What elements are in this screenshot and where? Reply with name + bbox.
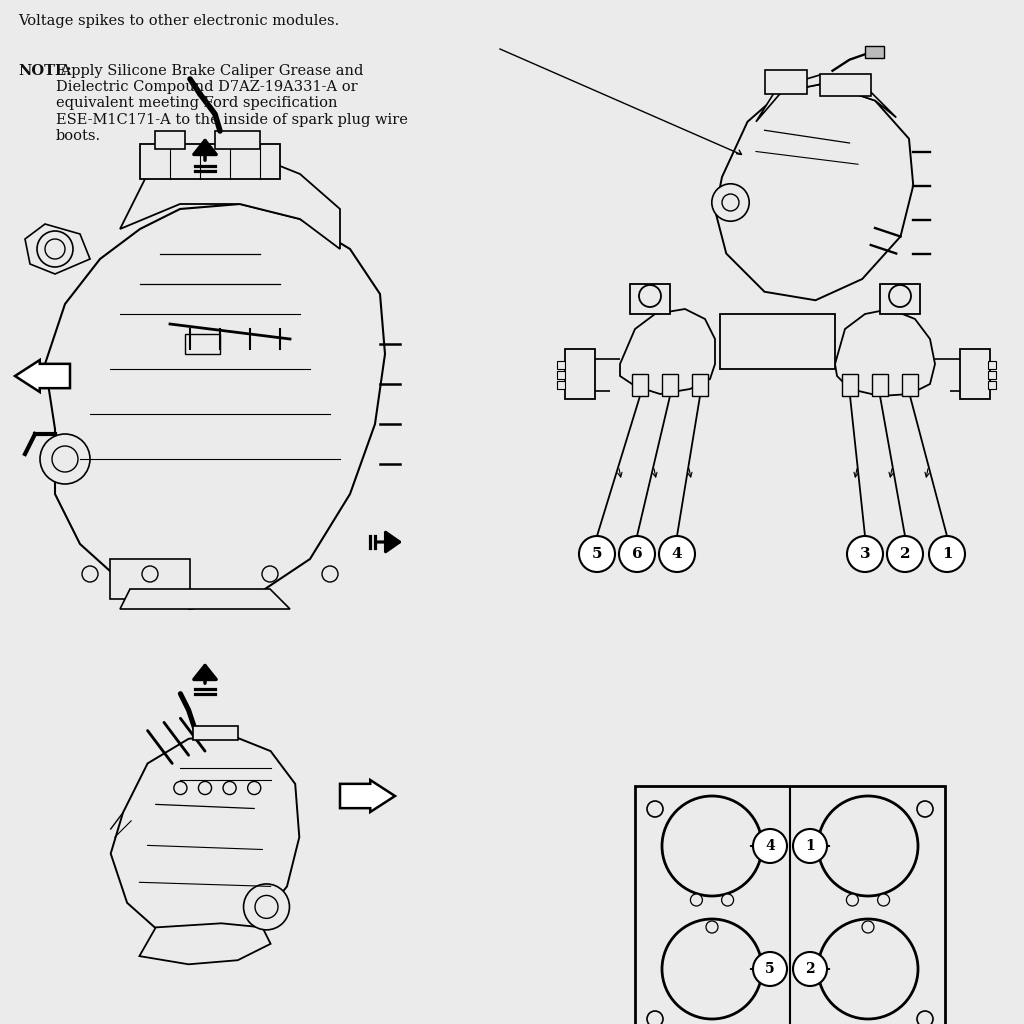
Circle shape [647,1011,663,1024]
FancyBboxPatch shape [557,361,565,369]
Circle shape [662,919,762,1019]
FancyBboxPatch shape [692,374,708,396]
Circle shape [174,781,187,795]
Circle shape [142,566,158,582]
Circle shape [862,921,874,933]
Text: 4: 4 [672,547,682,561]
Circle shape [753,952,787,986]
Polygon shape [25,224,90,274]
FancyBboxPatch shape [110,559,190,599]
FancyBboxPatch shape [720,314,835,369]
Text: Voltage spikes to other electronic modules.: Voltage spikes to other electronic modul… [18,14,339,28]
Circle shape [248,781,261,795]
Circle shape [793,952,827,986]
Text: 2: 2 [900,547,910,561]
Circle shape [647,801,663,817]
FancyBboxPatch shape [988,371,996,379]
Polygon shape [715,84,913,300]
Circle shape [659,536,695,572]
Text: 5: 5 [765,962,775,976]
Circle shape [918,1011,933,1024]
Polygon shape [630,284,670,314]
FancyBboxPatch shape [557,381,565,389]
Circle shape [82,566,98,582]
Circle shape [929,536,965,572]
Text: 1: 1 [942,547,952,561]
Circle shape [690,894,702,906]
Circle shape [918,801,933,817]
Circle shape [37,231,73,267]
Circle shape [662,796,762,896]
FancyBboxPatch shape [632,374,648,396]
Polygon shape [835,309,935,396]
Polygon shape [120,154,340,249]
Text: 6: 6 [632,547,642,561]
FancyBboxPatch shape [635,786,945,1024]
Text: Apply Silicone Brake Caliper Grease and
Dielectric Compound D7AZ-19A331-A or
equ: Apply Silicone Brake Caliper Grease and … [56,63,408,142]
Text: NOTE:: NOTE: [18,63,72,78]
FancyBboxPatch shape [185,334,220,354]
Polygon shape [120,589,290,609]
Circle shape [818,919,918,1019]
Polygon shape [15,360,70,392]
Circle shape [262,566,278,582]
FancyBboxPatch shape [961,349,990,399]
FancyBboxPatch shape [765,70,807,94]
Circle shape [706,921,718,933]
Circle shape [753,829,787,863]
FancyBboxPatch shape [988,381,996,389]
Circle shape [712,183,750,221]
Polygon shape [880,284,920,314]
Polygon shape [45,204,385,609]
Polygon shape [139,924,270,965]
FancyBboxPatch shape [902,374,918,396]
Text: 5: 5 [592,547,602,561]
Circle shape [40,434,90,484]
Circle shape [199,781,212,795]
Text: 1: 1 [805,839,815,853]
FancyBboxPatch shape [842,374,858,396]
Circle shape [847,894,858,906]
Circle shape [244,884,290,930]
Polygon shape [620,309,715,394]
Circle shape [887,536,923,572]
Circle shape [322,566,338,582]
Text: 4: 4 [765,839,775,853]
FancyBboxPatch shape [557,371,565,379]
Circle shape [889,285,911,307]
Circle shape [579,536,615,572]
Polygon shape [111,734,299,944]
FancyBboxPatch shape [215,131,260,150]
FancyBboxPatch shape [988,361,996,369]
Polygon shape [340,780,395,812]
FancyBboxPatch shape [140,144,280,179]
FancyBboxPatch shape [155,131,185,150]
FancyBboxPatch shape [872,374,888,396]
Text: 2: 2 [805,962,815,976]
FancyBboxPatch shape [820,74,870,96]
Circle shape [223,781,237,795]
Circle shape [722,894,733,906]
Circle shape [878,894,890,906]
Polygon shape [756,75,896,122]
FancyBboxPatch shape [565,349,595,399]
Circle shape [818,796,918,896]
Circle shape [793,829,827,863]
Circle shape [618,536,655,572]
Circle shape [639,285,662,307]
FancyBboxPatch shape [193,726,238,740]
Text: 3: 3 [860,547,870,561]
Circle shape [847,536,883,572]
FancyBboxPatch shape [662,374,678,396]
FancyBboxPatch shape [865,46,884,58]
